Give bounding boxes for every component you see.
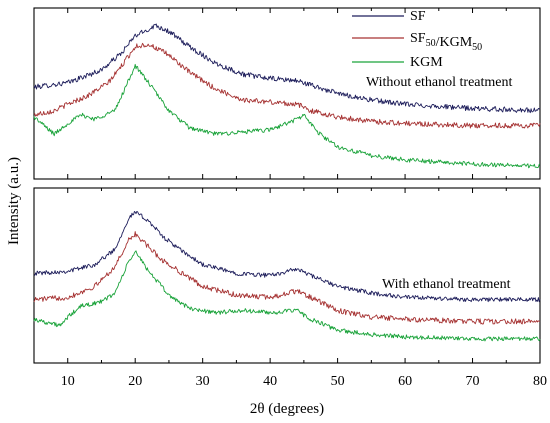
series-line-kgm (33, 63, 541, 169)
x-tick-label: 40 (263, 374, 277, 389)
series-line-sf (33, 210, 541, 303)
series-line-sf (33, 23, 541, 114)
x-tick-label: 30 (196, 374, 210, 389)
x-tick-label: 60 (398, 374, 412, 389)
x-tick-label: 70 (466, 374, 480, 389)
panel-without-ethanol (33, 7, 541, 180)
panel-label-with-ethanol: With ethanol treatment (382, 277, 511, 292)
series-line-kgm (33, 250, 541, 342)
panel-label-without-ethanol: Without ethanol treatment (366, 75, 513, 90)
x-tick-label: 80 (533, 374, 547, 389)
legend: SF SF50/KGM50 KGM (352, 9, 482, 70)
legend-label: SF50/KGM50 (410, 31, 482, 53)
x-tick-label: 50 (331, 374, 345, 389)
panel-frame (33, 7, 541, 180)
x-axis: 10 20 30 40 50 60 70 80 (61, 374, 547, 389)
x-tick-label: 20 (128, 374, 142, 389)
panel-with-ethanol (33, 187, 541, 364)
x-axis-label: 2θ (degrees) (250, 401, 324, 417)
y-axis-label: Intensity (a.u.) (6, 157, 22, 245)
panel-frame (33, 187, 541, 364)
x-tick-label: 10 (61, 374, 75, 389)
series-line-sf50kgm50 (33, 231, 541, 325)
legend-label: KGM (410, 55, 443, 70)
series-line-sf50kgm50 (33, 42, 541, 129)
legend-label: SF (410, 9, 426, 24)
